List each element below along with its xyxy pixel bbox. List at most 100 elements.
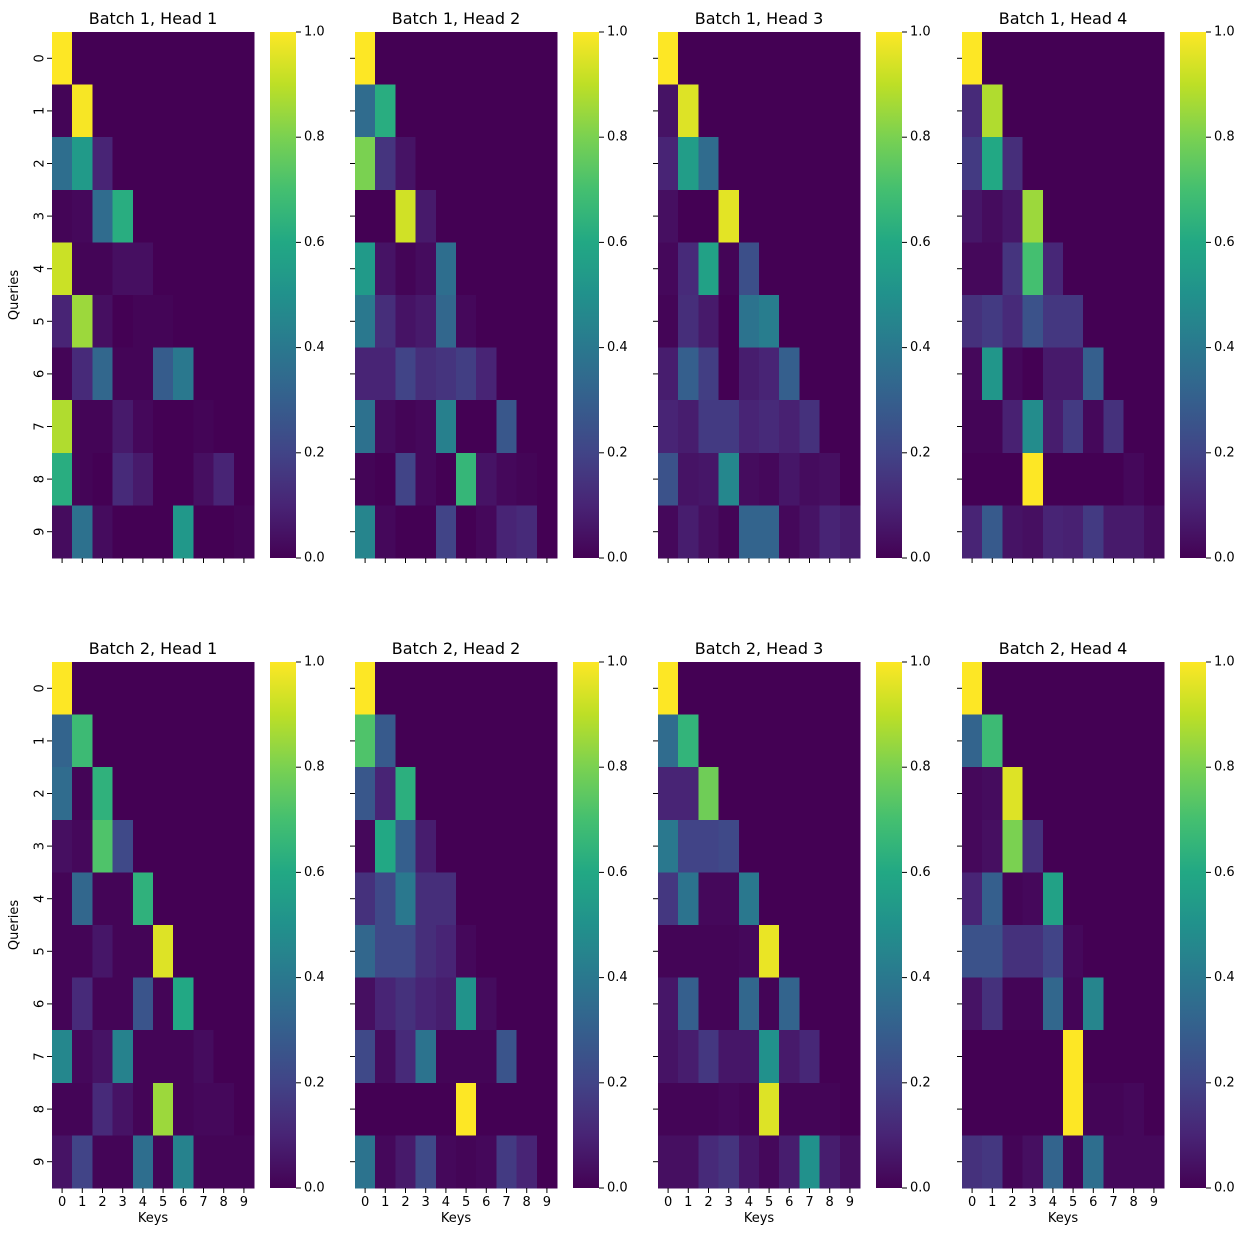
heatmap-cell (476, 137, 497, 191)
heatmap-cell (112, 977, 134, 1031)
heatmap-cell (982, 137, 1003, 191)
heatmap-cell (536, 925, 558, 979)
heatmap-cell (233, 347, 255, 401)
heatmap-cell (173, 977, 194, 1031)
heatmap-cell (1022, 872, 1044, 926)
heatmap-cell (233, 662, 255, 716)
heatmap-cell (233, 32, 255, 86)
heatmap-cell (982, 662, 1003, 716)
heatmap-cell (962, 84, 983, 138)
heatmap-cell (819, 400, 841, 454)
heatmap-cell (839, 1082, 861, 1136)
colorbar-gradient (573, 32, 599, 558)
colorbar-tick-label: 1.0 (607, 655, 628, 670)
heatmap-cell (1083, 714, 1104, 768)
heatmap-cell (1143, 452, 1165, 506)
heatmap-cell (1002, 872, 1024, 926)
panel-title: Batch 1, Head 1 (89, 9, 218, 28)
heatmap-cell (153, 767, 174, 821)
heatmap-cell (153, 1030, 174, 1084)
heatmap-cell (112, 400, 134, 454)
heatmap-cell (799, 452, 821, 506)
heatmap-cell (213, 242, 235, 296)
heatmap-cell (678, 452, 699, 506)
heatmap-cell (982, 767, 1003, 821)
heatmap-cell (1063, 400, 1084, 454)
heatmap-cell (799, 242, 821, 296)
heatmap-cell (395, 714, 417, 768)
x-tick-label: 7 (502, 1195, 510, 1210)
heatmap-cell (456, 242, 477, 296)
heatmap-cell (516, 1030, 538, 1084)
heatmap-cell (213, 767, 235, 821)
heatmap-cell (738, 767, 760, 821)
heatmap-cell (1063, 452, 1084, 506)
heatmap-cell (1002, 84, 1024, 138)
heatmap-cell (1083, 977, 1104, 1031)
heatmap-cell (375, 767, 396, 821)
heatmap-cell (1143, 84, 1165, 138)
heatmap-cell (962, 137, 983, 191)
heatmap-cell (516, 714, 538, 768)
heatmap-cell (375, 189, 396, 243)
heatmap-cell (1103, 925, 1125, 979)
heatmap-cell (658, 295, 679, 349)
heatmap-cell (355, 347, 376, 401)
heatmap-cell (1083, 32, 1104, 86)
heatmap-cell (193, 32, 215, 86)
heatmap-cell (1143, 662, 1165, 716)
heatmap-cell (516, 242, 538, 296)
heatmap-cell (819, 452, 841, 506)
y-tick-label: 7 (33, 422, 48, 430)
heatmap-cell (153, 189, 174, 243)
heatmap-cell (516, 925, 538, 979)
heatmap-cell (193, 295, 215, 349)
heatmap-cell (1002, 400, 1024, 454)
x-tick-label: 6 (482, 1195, 490, 1210)
heatmap-cell (839, 714, 861, 768)
heatmap-cell (1042, 242, 1064, 296)
heatmap-cell (516, 189, 538, 243)
heatmap-cell (698, 662, 720, 716)
heatmap-cell (496, 1030, 518, 1084)
heatmap-cell (213, 347, 235, 401)
heatmap-cell (173, 819, 194, 873)
heatmap-cell (132, 347, 154, 401)
heatmap-cell (1083, 1082, 1104, 1136)
heatmap-cell (779, 1135, 800, 1189)
heatmap-cell (1042, 295, 1064, 349)
heatmap-cell (1063, 189, 1084, 243)
x-tick-label: 1 (78, 1195, 86, 1210)
heatmap-cell (1103, 767, 1125, 821)
heatmap-cell (678, 137, 699, 191)
heatmap-cell (1143, 295, 1165, 349)
heatmap-cell (1042, 189, 1064, 243)
heatmap-cell (395, 242, 417, 296)
heatmap-cell (72, 819, 93, 873)
x-tick-label: 6 (179, 1195, 187, 1210)
heatmap-cell (112, 819, 134, 873)
heatmap-cell (698, 505, 720, 559)
heatmap-cell (132, 32, 154, 86)
heatmap-cell (738, 1082, 760, 1136)
heatmap-cell (839, 295, 861, 349)
heatmap-cell (153, 84, 174, 138)
heatmap-cell (456, 189, 477, 243)
x-tick-label: 6 (1089, 1195, 1097, 1210)
heatmap-cell (1063, 662, 1084, 716)
colorbar-tick-label: 0.2 (910, 1075, 931, 1090)
panel-title: Batch 2, Head 1 (89, 639, 218, 658)
heatmap-cell (738, 505, 760, 559)
heatmap-cell (375, 872, 396, 926)
heatmap-cell (456, 452, 477, 506)
heatmap-cell (132, 505, 154, 559)
x-tick-label: 5 (159, 1195, 167, 1210)
heatmap-cell (435, 872, 457, 926)
heatmap-cell (193, 1082, 215, 1136)
x-tick-label: 5 (462, 1195, 470, 1210)
heatmap-cell (678, 242, 699, 296)
heatmap-cell (435, 767, 457, 821)
heatmap-cell (1042, 767, 1064, 821)
heatmap-cell (193, 347, 215, 401)
x-tick-label: 4 (139, 1195, 147, 1210)
